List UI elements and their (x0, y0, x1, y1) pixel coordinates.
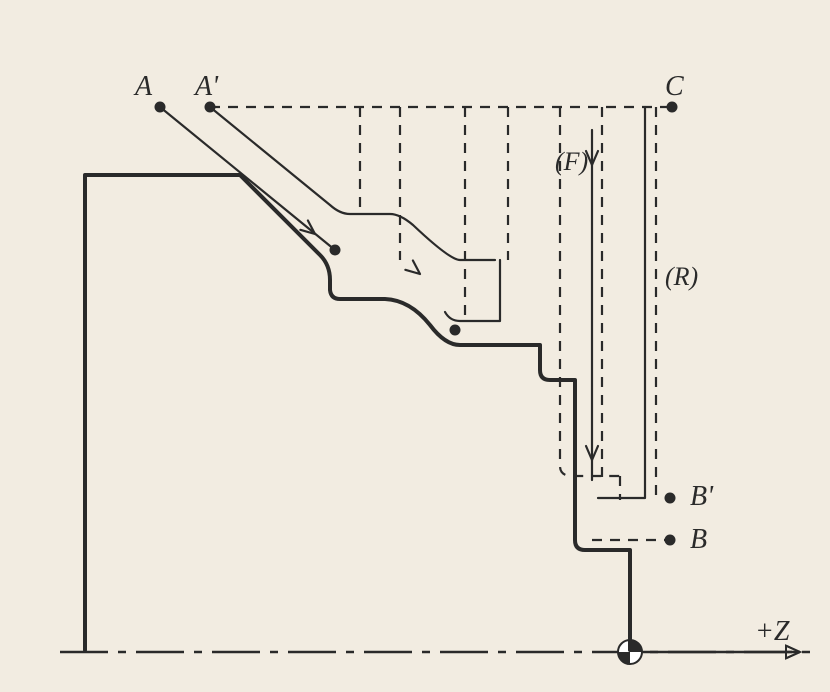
label-F: (F) (555, 147, 588, 176)
point-C (667, 102, 678, 113)
point-p1 (330, 245, 341, 256)
label-R: (R) (665, 262, 698, 291)
point-Ap (205, 102, 216, 113)
label-C: C (665, 71, 684, 102)
label-A: A (133, 71, 153, 102)
label-B: B (690, 524, 707, 555)
point-B (665, 535, 676, 546)
point-p2 (450, 325, 461, 336)
label-Ap: A' (193, 71, 219, 102)
label-Bp: B' (690, 481, 714, 512)
toolpath-diagram: A A' C B' B +Z (F) (R) (0, 0, 830, 692)
point-Bp (665, 493, 676, 504)
label-Z: +Z (755, 616, 790, 647)
point-A (155, 102, 166, 113)
